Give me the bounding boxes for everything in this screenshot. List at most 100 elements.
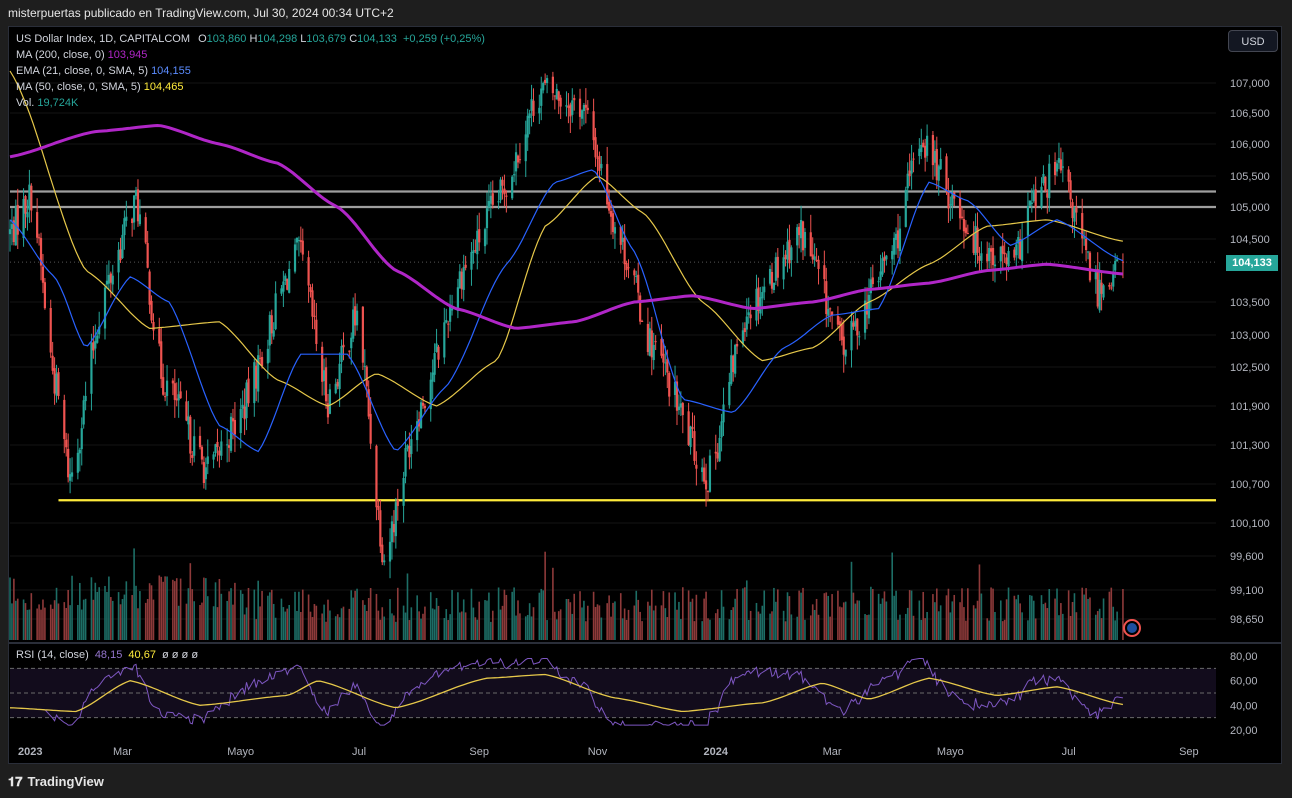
- volume-bar: [49, 604, 52, 640]
- candle: [239, 408, 242, 434]
- currency-button[interactable]: USD: [1228, 30, 1278, 52]
- volume-bar: [654, 605, 657, 640]
- volume-bar: [949, 612, 952, 640]
- volume-bar: [1112, 606, 1115, 640]
- ema21-line[interactable]: [9, 169, 1124, 453]
- price-chart[interactable]: 107,000 106,500 106,000 105,500 105,000 104,5…: [0, 0, 1292, 766]
- volume-bar: [567, 598, 570, 640]
- candle: [557, 91, 560, 101]
- candle: [309, 287, 312, 292]
- volume-bar: [1122, 589, 1124, 640]
- volume-bar: [16, 598, 19, 640]
- legend-ma200[interactable]: MA (200, close, 0) 103,945: [16, 48, 147, 62]
- candle: [1075, 206, 1078, 213]
- volume-bar: [972, 605, 975, 640]
- candle: [321, 346, 324, 382]
- rsi-legend[interactable]: RSI (14, close) 48,15 40,67 ø ø ø ø: [16, 649, 198, 661]
- price-axis[interactable]: 107,000 106,500 106,000 105,500 105,000 104,5…: [1230, 78, 1270, 626]
- candle: [144, 217, 147, 243]
- volume-bar: [939, 605, 942, 640]
- volume-bar: [119, 604, 122, 640]
- volume-bar: [28, 609, 31, 640]
- candle: [367, 389, 370, 417]
- candle: [625, 263, 628, 271]
- candle: [342, 344, 345, 348]
- legend-ma50[interactable]: MA (50, close, 0, SMA, 5) 104,465: [16, 80, 183, 94]
- candle: [443, 322, 446, 358]
- candle: [1086, 251, 1090, 253]
- candle: [633, 270, 636, 276]
- volume-bar: [935, 588, 938, 640]
- candle: [813, 256, 816, 260]
- candle: [474, 250, 477, 252]
- volume-bar: [585, 621, 587, 640]
- volume-bar: [598, 605, 601, 640]
- volume-bar: [707, 618, 709, 640]
- candle: [435, 343, 438, 353]
- volume-bar: [206, 596, 209, 640]
- candle: [609, 211, 613, 217]
- candle: [187, 416, 190, 425]
- candle: [770, 272, 774, 289]
- candle: [200, 446, 204, 460]
- candle: [212, 454, 215, 460]
- legend-volume-label: Vol.: [16, 97, 35, 109]
- tradingview-logo[interactable]: 𝟏𝟕 TradingView: [8, 774, 104, 790]
- volume-bar: [879, 603, 882, 640]
- volume-bar: [755, 602, 758, 640]
- volume-bar: [840, 607, 843, 640]
- volume-bar: [391, 613, 393, 640]
- price-axis-tick: 107,000: [1230, 78, 1270, 90]
- candle: [664, 362, 667, 364]
- volume-bar: [918, 600, 921, 640]
- volume-bar: [701, 621, 703, 640]
- volume-bar: [796, 616, 798, 640]
- volume-bar: [883, 591, 886, 640]
- volume-bar: [92, 599, 95, 640]
- candle: [621, 237, 624, 242]
- candle: [456, 287, 459, 312]
- candle: [152, 321, 155, 331]
- volume-bar: [111, 600, 114, 640]
- candle: [30, 185, 33, 211]
- candle: [185, 401, 188, 421]
- ma200-line[interactable]: [9, 123, 1124, 330]
- candle: [648, 328, 651, 356]
- candle: [586, 107, 589, 111]
- legend-volume[interactable]: Vol. 19,724K: [16, 96, 78, 110]
- volume-bar: [261, 590, 263, 640]
- candle: [640, 321, 644, 323]
- candle: [410, 439, 413, 454]
- volume-bar: [870, 586, 872, 640]
- volume-bar: [377, 610, 380, 640]
- candle: [679, 403, 682, 408]
- candle: [1001, 245, 1004, 254]
- volume-bar: [350, 590, 353, 640]
- volume-bar: [579, 591, 581, 640]
- candle: [1088, 252, 1092, 281]
- legend-ema21[interactable]: EMA (21, close, 0, SMA, 5) 104,155: [16, 64, 191, 78]
- candle: [799, 219, 803, 239]
- volume-bar: [734, 598, 736, 640]
- volume-bar: [885, 601, 888, 640]
- rsi-ma-line[interactable]: [9, 673, 1124, 713]
- candle: [1096, 269, 1099, 307]
- volume-bar: [1069, 615, 1072, 640]
- volume-bar: [742, 588, 744, 640]
- rsi-axis[interactable]: 80,00 60,00 40,00 20,00: [1230, 651, 1258, 737]
- us-flag-icon[interactable]: [1123, 619, 1141, 637]
- volume-bar: [364, 604, 366, 640]
- volume-bar: [462, 599, 465, 640]
- time-axis-tick: Mar: [113, 746, 132, 758]
- ma50-line[interactable]: [9, 70, 1124, 407]
- time-axis[interactable]: 2023 Mar Mayo Jul Sep Nov 2024 Mar Mayo Jul Sep: [18, 746, 1199, 758]
- volume-bar: [963, 607, 965, 640]
- candle: [553, 95, 556, 97]
- candle: [869, 279, 872, 294]
- volume-bar: [418, 611, 420, 640]
- candle: [974, 225, 977, 256]
- rsi-line[interactable]: [44, 657, 1123, 726]
- volume-bar: [216, 607, 219, 640]
- candle: [1098, 279, 1101, 311]
- candle: [788, 239, 791, 264]
